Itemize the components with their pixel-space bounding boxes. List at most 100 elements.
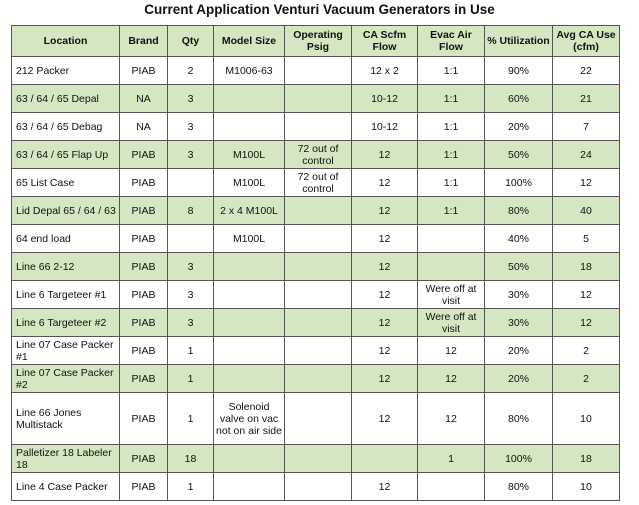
cell-avg-ca-use: 12 — [552, 280, 620, 309]
cell-brand: PIAB — [119, 336, 168, 365]
cell-brand: PIAB — [119, 364, 168, 393]
cell-avg-ca-use: 18 — [552, 444, 620, 473]
cell-model-size — [213, 364, 285, 393]
cell-ca-scfm-flow: 12 — [351, 168, 418, 197]
cell-evac-air-flow: 12 — [417, 392, 485, 445]
cell-utilization: 50% — [484, 252, 553, 281]
cell-ca-scfm-flow: 12 — [351, 364, 418, 393]
cell-model-size: M100L — [213, 168, 285, 197]
venturi-table: Location Brand Qty Model Size Operating … — [11, 25, 620, 501]
cell-qty: 3 — [167, 280, 214, 309]
cell-location: 63 / 64 / 65 Depal — [11, 84, 120, 113]
cell-location: Line 07 Case Packer #2 — [11, 364, 120, 393]
table-row: Palletizer 18 Labeler 18 PIAB 18 1 100% 18 — [11, 444, 620, 473]
cell-utilization: 30% — [484, 308, 553, 337]
cell-evac-air-flow: 1:1 — [417, 196, 485, 225]
table-row: Line 6 Targeteer #2 PIAB 3 12 Were off at vi… — [11, 308, 620, 337]
cell-operating-psig — [284, 252, 352, 281]
table-row: 64 end load PIAB M100L 12 40% 5 — [11, 224, 620, 253]
col-header-qty: Qty — [167, 25, 214, 57]
cell-brand: PIAB — [119, 252, 168, 281]
col-header-location: Location — [11, 25, 120, 57]
cell-avg-ca-use: 10 — [552, 392, 620, 445]
cell-qty: 3 — [167, 308, 214, 337]
cell-utilization: 30% — [484, 280, 553, 309]
col-header-evac-air-flow: Evac Air Flow — [417, 25, 485, 57]
cell-model-size: M100L — [213, 224, 285, 253]
cell-qty: 2 — [167, 56, 214, 85]
cell-location: Line 4 Case Packer — [11, 472, 120, 501]
cell-operating-psig — [284, 280, 352, 309]
table-row: 63 / 64 / 65 Debag NA 3 10-12 1:1 20% 7 — [11, 112, 620, 141]
cell-brand: PIAB — [119, 444, 168, 473]
cell-evac-air-flow — [417, 224, 485, 253]
table-row: Line 66 2-12 PIAB 3 12 50% 18 — [11, 252, 620, 281]
cell-location: 64 end load — [11, 224, 120, 253]
cell-operating-psig: 72 out of control — [284, 140, 352, 169]
cell-ca-scfm-flow: 10-12 — [351, 84, 418, 113]
cell-utilization: 90% — [484, 56, 553, 85]
cell-utilization: 100% — [484, 168, 553, 197]
cell-brand: NA — [119, 112, 168, 141]
cell-model-size: M100L — [213, 140, 285, 169]
cell-utilization: 80% — [484, 472, 553, 501]
cell-ca-scfm-flow: 12 — [351, 392, 418, 445]
cell-qty: 1 — [167, 336, 214, 365]
cell-ca-scfm-flow: 12 — [351, 224, 418, 253]
cell-ca-scfm-flow — [351, 444, 418, 473]
cell-evac-air-flow: 12 — [417, 364, 485, 393]
col-header-model-size: Model Size — [213, 25, 285, 57]
cell-location: Line 6 Targeteer #1 — [11, 280, 120, 309]
cell-avg-ca-use: 12 — [552, 308, 620, 337]
cell-brand: PIAB — [119, 472, 168, 501]
cell-qty — [167, 224, 214, 253]
cell-utilization: 50% — [484, 140, 553, 169]
cell-location: Line 66 Jones Multistack — [11, 392, 120, 445]
cell-avg-ca-use: 2 — [552, 364, 620, 393]
cell-location: Line 6 Targeteer #2 — [11, 308, 120, 337]
table-row: Line 4 Case Packer PIAB 1 12 80% 10 — [11, 472, 620, 501]
cell-ca-scfm-flow: 12 — [351, 196, 418, 225]
cell-utilization: 80% — [484, 196, 553, 225]
cell-location: Lid Depal 65 / 64 / 63 — [11, 196, 120, 225]
cell-avg-ca-use: 21 — [552, 84, 620, 113]
cell-ca-scfm-flow: 12 — [351, 472, 418, 501]
cell-qty: 1 — [167, 392, 214, 445]
cell-operating-psig — [284, 112, 352, 141]
cell-model-size — [213, 280, 285, 309]
cell-brand: PIAB — [119, 196, 168, 225]
cell-brand: PIAB — [119, 168, 168, 197]
cell-avg-ca-use: 2 — [552, 336, 620, 365]
cell-qty: 3 — [167, 252, 214, 281]
cell-model-size — [213, 308, 285, 337]
table-row: Line 66 Jones Multistack PIAB 1 Solenoid va… — [11, 392, 620, 445]
cell-qty: 18 — [167, 444, 214, 473]
cell-model-size: 2 x 4 M100L — [213, 196, 285, 225]
cell-operating-psig — [284, 364, 352, 393]
cell-model-size — [213, 252, 285, 281]
cell-ca-scfm-flow: 12 — [351, 280, 418, 309]
table-row: Line 07 Case Packer #2 PIAB 1 12 12 20% 2 — [11, 364, 620, 393]
table-row: Lid Depal 65 / 64 / 63 PIAB 8 2 x 4 M100L 12… — [11, 196, 620, 225]
cell-brand: NA — [119, 84, 168, 113]
cell-qty: 1 — [167, 364, 214, 393]
cell-model-size — [213, 112, 285, 141]
cell-operating-psig — [284, 56, 352, 85]
cell-avg-ca-use: 18 — [552, 252, 620, 281]
cell-operating-psig — [284, 196, 352, 225]
cell-model-size — [213, 336, 285, 365]
cell-utilization: 20% — [484, 364, 553, 393]
cell-location: 63 / 64 / 65 Flap Up — [11, 140, 120, 169]
cell-qty: 3 — [167, 84, 214, 113]
cell-operating-psig: 72 out of control — [284, 168, 352, 197]
cell-brand: PIAB — [119, 140, 168, 169]
cell-ca-scfm-flow: 12 x 2 — [351, 56, 418, 85]
cell-evac-air-flow: 1:1 — [417, 140, 485, 169]
cell-avg-ca-use: 7 — [552, 112, 620, 141]
table-row: Line 07 Case Packer #1 PIAB 1 12 12 20% 2 — [11, 336, 620, 365]
cell-utilization: 80% — [484, 392, 553, 445]
cell-ca-scfm-flow: 10-12 — [351, 112, 418, 141]
cell-qty: 3 — [167, 112, 214, 141]
table-row: 63 / 64 / 65 Flap Up PIAB 3 M100L 72 out of … — [11, 140, 620, 169]
cell-qty: 1 — [167, 472, 214, 501]
